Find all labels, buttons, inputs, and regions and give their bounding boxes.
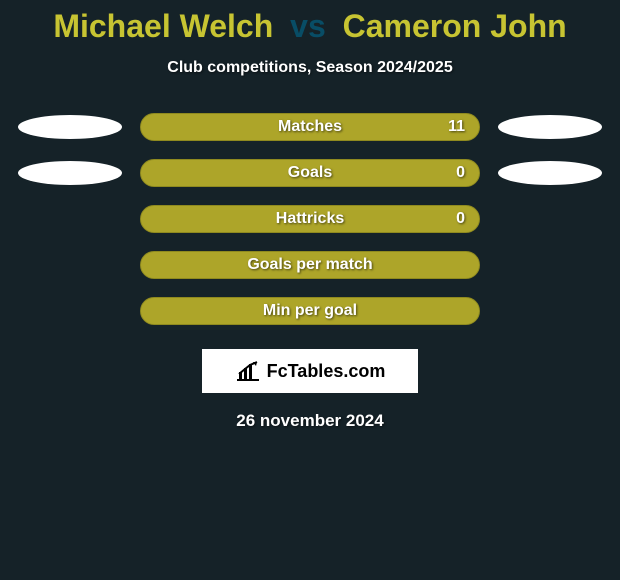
subtitle: Club competitions, Season 2024/2025: [0, 59, 620, 77]
right-ellipse: [498, 115, 602, 139]
right-ellipse-empty: [498, 299, 602, 323]
stat-value: 11: [448, 118, 465, 136]
right-ellipse: [498, 161, 602, 185]
vs-separator: vs: [290, 8, 326, 44]
comparison-infographic: Michael Welch vs Cameron John Club compe…: [0, 0, 620, 431]
page-title: Michael Welch vs Cameron John: [0, 8, 620, 45]
left-ellipse: [18, 115, 122, 139]
stat-label: Goals per match: [247, 256, 372, 274]
stat-rows: Matches 11 Goals 0 Hattricks 0 Goal: [0, 113, 620, 325]
stat-row-matches: Matches 11: [0, 113, 620, 141]
player-a-name: Michael Welch: [53, 8, 273, 44]
stat-bar: Min per goal: [140, 297, 480, 325]
left-ellipse-empty: [18, 253, 122, 277]
stat-label: Goals: [288, 164, 332, 182]
stat-bar: Goals 0: [140, 159, 480, 187]
stat-bar: Matches 11: [140, 113, 480, 141]
stat-bar: Hattricks 0: [140, 205, 480, 233]
stat-row-min-per-goal: Min per goal: [0, 297, 620, 325]
right-ellipse-empty: [498, 253, 602, 277]
stat-label: Matches: [278, 118, 342, 136]
brand-badge: FcTables.com: [202, 349, 418, 393]
left-ellipse-empty: [18, 207, 122, 231]
stat-row-hattricks: Hattricks 0: [0, 205, 620, 233]
left-ellipse-empty: [18, 299, 122, 323]
brand-chart-icon: [235, 360, 261, 382]
date-label: 26 november 2024: [0, 411, 620, 431]
stat-bar: Goals per match: [140, 251, 480, 279]
stat-label: Min per goal: [263, 302, 357, 320]
left-ellipse: [18, 161, 122, 185]
stat-row-goals-per-match: Goals per match: [0, 251, 620, 279]
player-b-name: Cameron John: [343, 8, 567, 44]
stat-row-goals: Goals 0: [0, 159, 620, 187]
right-ellipse-empty: [498, 207, 602, 231]
stat-value: 0: [456, 210, 465, 228]
stat-value: 0: [456, 164, 465, 182]
brand-text: FcTables.com: [267, 361, 386, 382]
stat-label: Hattricks: [276, 210, 344, 228]
